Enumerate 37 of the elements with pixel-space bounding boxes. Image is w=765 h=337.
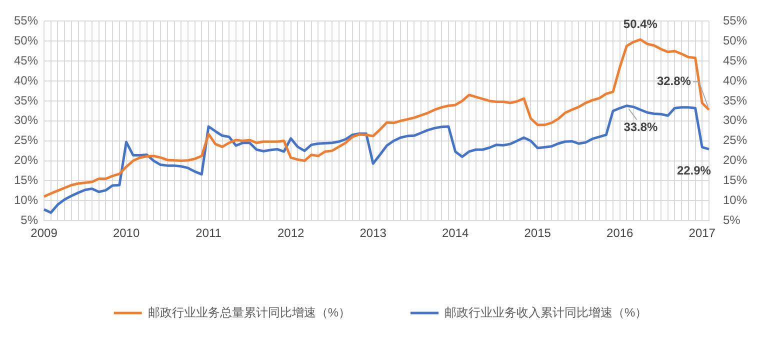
y2-tick-label: 5% bbox=[722, 212, 741, 227]
y-tick-label: 45% bbox=[14, 53, 38, 68]
y-tick-label: 25% bbox=[14, 133, 38, 148]
x-tick-label: 2015 bbox=[524, 226, 552, 240]
x-tick-label: 2010 bbox=[112, 226, 140, 240]
x-tick-label: 2013 bbox=[360, 226, 387, 240]
x-tick-label: 2011 bbox=[196, 226, 222, 240]
y2-tick-label: 15% bbox=[722, 173, 748, 188]
y-tick-label: 15% bbox=[14, 173, 38, 188]
y2-tick-label: 55% bbox=[722, 14, 748, 28]
y2-tick-label: 10% bbox=[722, 192, 748, 207]
x-tick-label: 2014 bbox=[442, 226, 470, 240]
y2-tick-label: 35% bbox=[722, 93, 748, 108]
x-tick-label: 2017 bbox=[688, 226, 716, 240]
x-tick-label: 2016 bbox=[606, 226, 634, 240]
y2-tick-label: 25% bbox=[722, 133, 748, 148]
y-tick-label: 50% bbox=[14, 33, 38, 48]
y-tick-label: 10% bbox=[14, 192, 38, 207]
x-tick-label: 2009 bbox=[30, 226, 58, 240]
data-label: 32.8% bbox=[656, 74, 692, 88]
data-label: 22.9% bbox=[676, 164, 712, 178]
y-tick-label: 30% bbox=[14, 113, 38, 128]
y-tick-label: 35% bbox=[14, 93, 38, 108]
x-tick-label: 2012 bbox=[277, 226, 304, 240]
y-tick-label: 55% bbox=[14, 14, 38, 28]
y2-tick-label: 50% bbox=[722, 33, 748, 48]
y2-tick-label: 40% bbox=[722, 73, 748, 88]
data-label: 50.4% bbox=[623, 16, 658, 31]
y-tick-label: 20% bbox=[14, 153, 38, 168]
y2-tick-label: 45% bbox=[722, 53, 748, 68]
legend-label: 邮政行业业务总量累计同比增速（%） bbox=[148, 305, 350, 320]
y-tick-label: 5% bbox=[20, 212, 38, 227]
data-label: 33.8% bbox=[624, 120, 658, 134]
legend-label: 邮政行业业务收入累计同比增速（%） bbox=[444, 305, 648, 320]
y-tick-label: 40% bbox=[14, 73, 38, 88]
y2-tick-label: 20% bbox=[722, 153, 748, 168]
y2-tick-label: 30% bbox=[722, 113, 748, 128]
